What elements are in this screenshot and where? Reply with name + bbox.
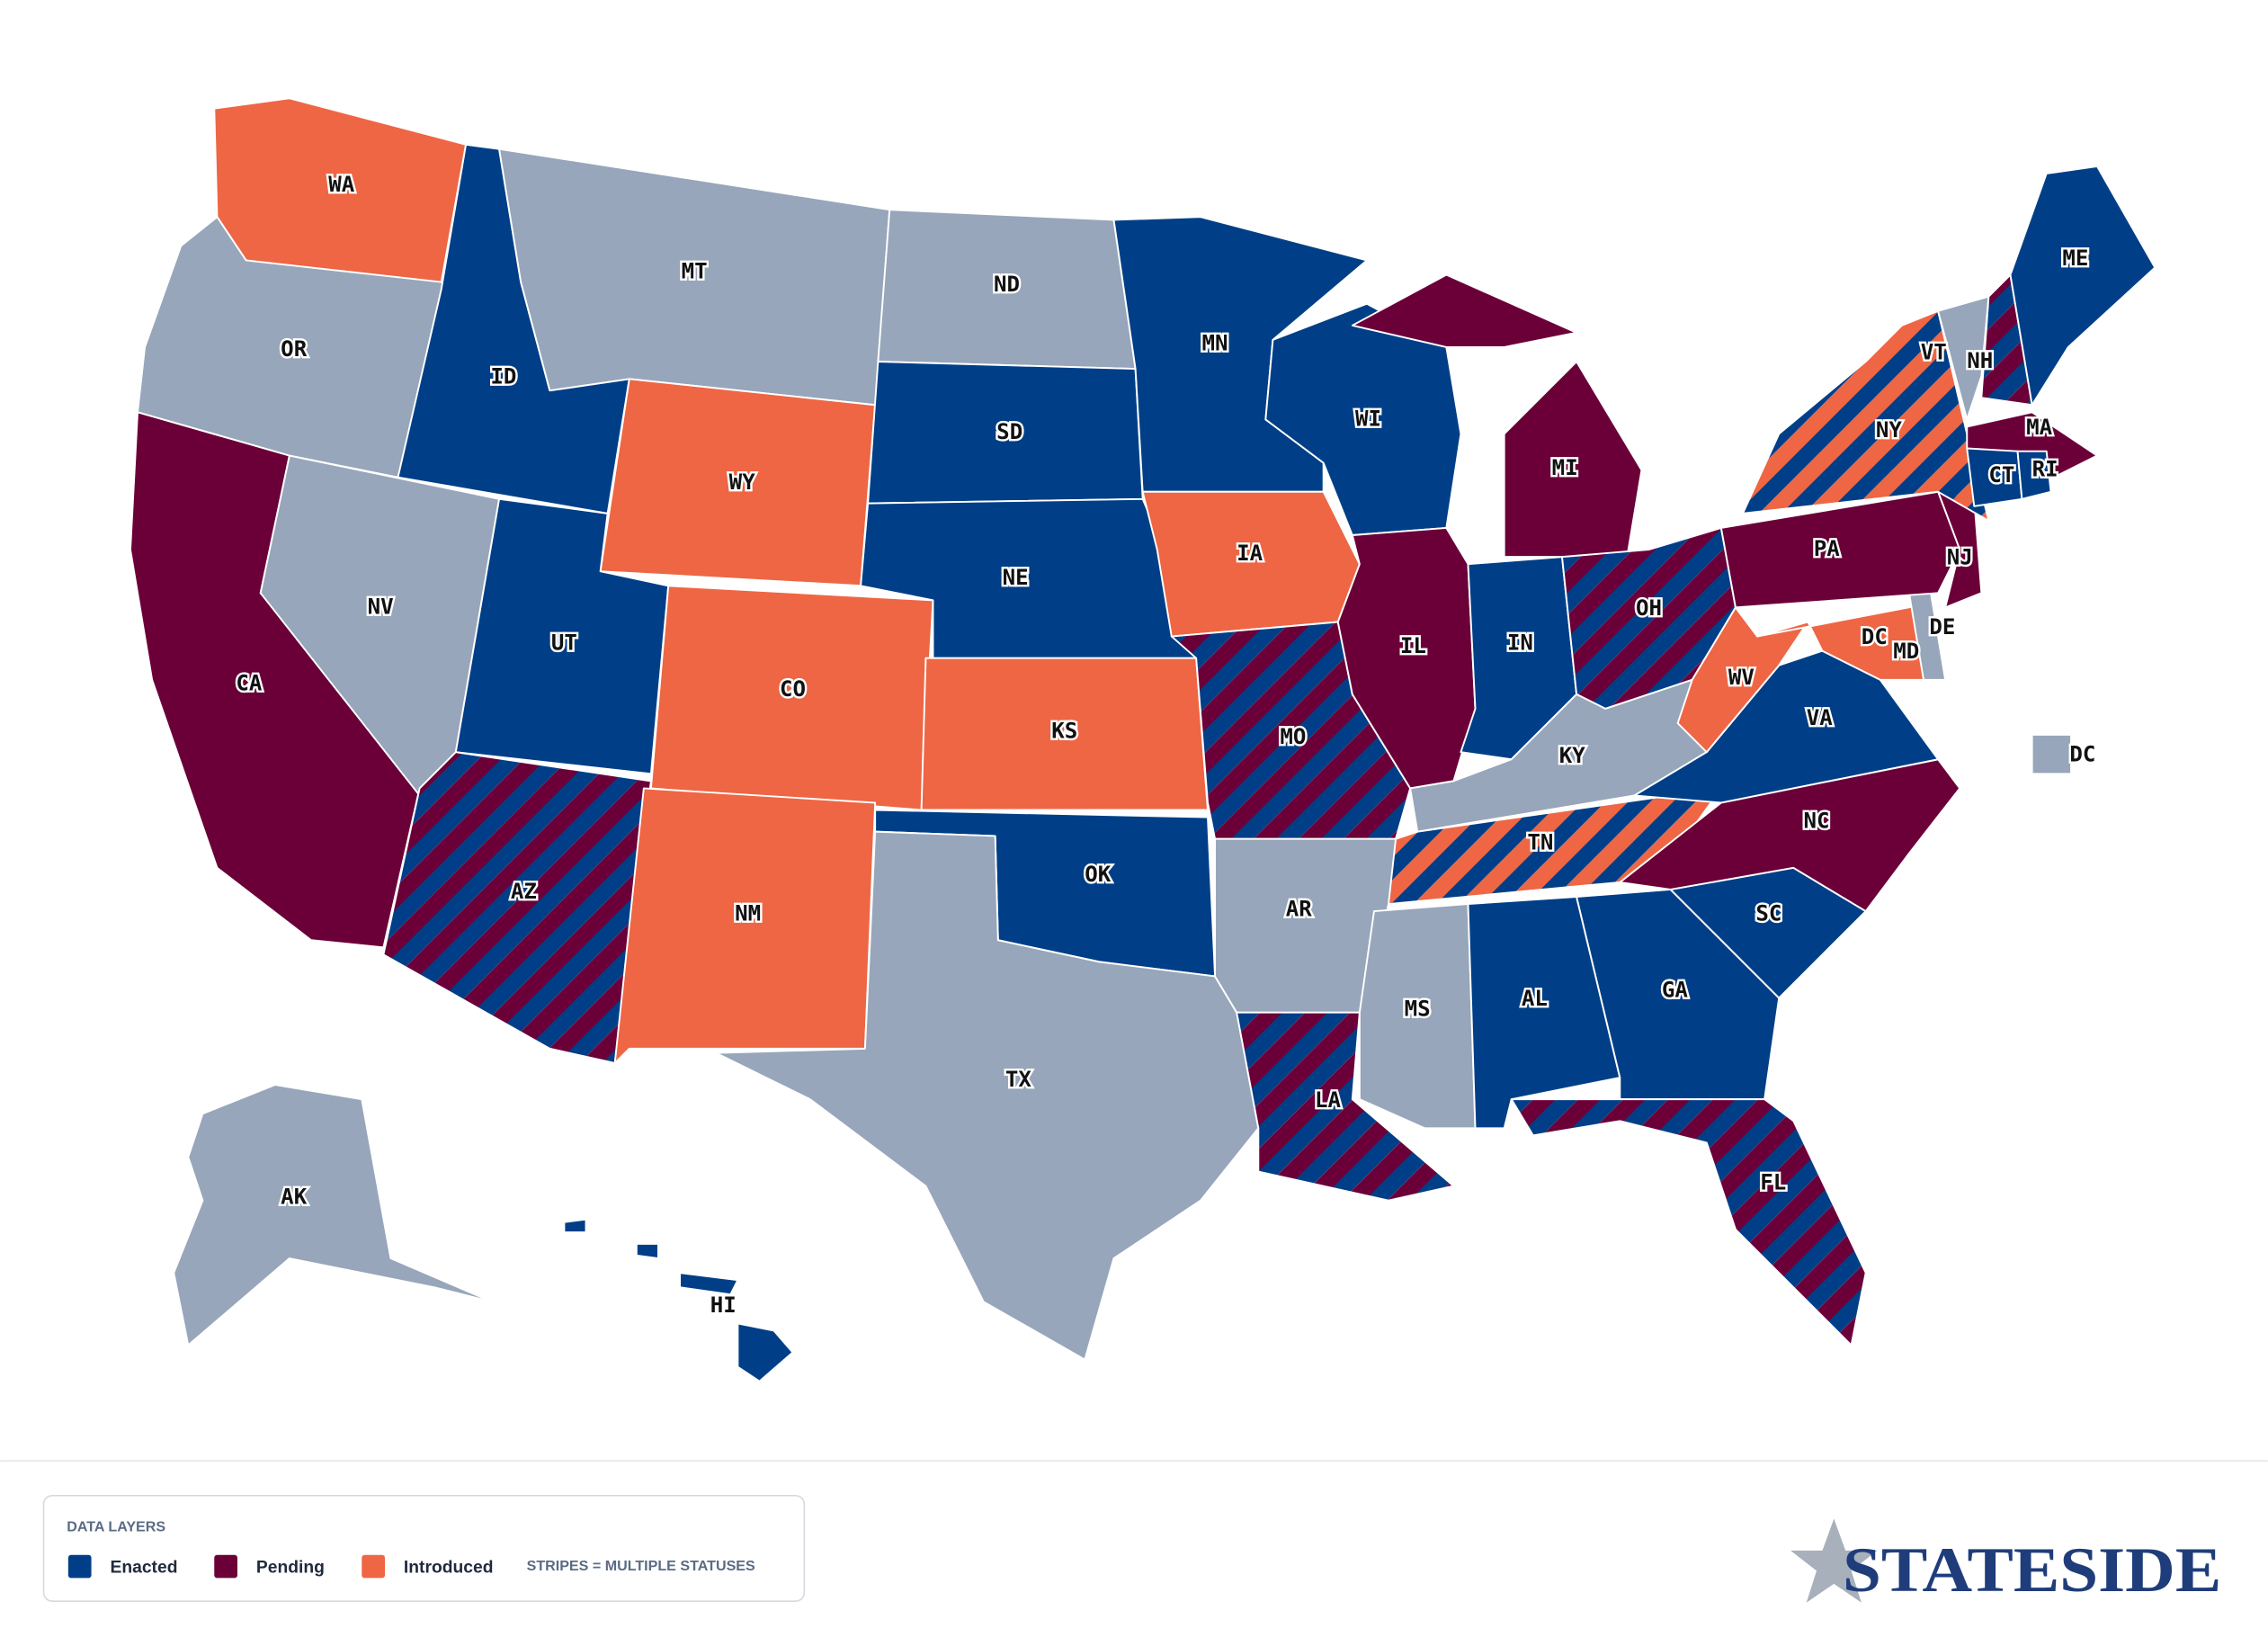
state [1966,411,2098,479]
legend-note: STRIPES = MULTIPLE STATUSES [527,1558,755,1574]
state-label: AK [281,1184,308,1209]
state-label: RI [2032,457,2058,482]
state [715,830,1260,1361]
state-label: HI [710,1293,737,1318]
state-label: NC [1804,808,1830,833]
state-label: GA [1662,978,1689,1003]
state-label: VA [1807,705,1834,730]
state-label: AZ [511,879,537,904]
state-label: MD [1893,639,1919,664]
state-label: CO [780,676,806,702]
legend-swatch [214,1554,237,1579]
state [173,1084,493,1346]
state [1351,273,1643,559]
state [1236,1011,1455,1202]
state-label: MA [2026,415,2053,440]
state-label: DC [1862,624,1888,649]
state-label: MN [1202,331,1228,356]
state-label: WI [1355,406,1381,431]
states-layer [129,97,2156,1382]
state-label: DE [1929,614,1955,640]
state-label: ID [490,364,516,389]
state-label: NH [1967,348,1993,373]
state-label: OK [1085,862,1112,887]
state [1719,490,1961,609]
state-label: NY [1876,417,1903,443]
state-label: NE [1003,565,1029,590]
legend-label: Enacted [110,1558,177,1577]
state [382,751,652,1064]
state [1510,1098,1867,1346]
legend-title: DATA LAYERS [67,1518,165,1534]
legend-label: Pending [256,1558,325,1577]
legend: Enacted Pending Introduced [67,1554,494,1579]
state-label: SC [1755,900,1781,926]
state-label: ND [994,272,1020,297]
state [920,657,1209,811]
state-label: MS [1405,996,1431,1021]
state-label: MO [1280,724,1306,749]
state-label: PA [1814,536,1841,561]
state-label: MT [682,258,708,283]
state [1937,295,1990,421]
legend-label: Introduced [404,1558,494,1577]
logo-star [1790,1518,1878,1603]
state-label: IA [1237,541,1263,566]
state-label: CT [1988,462,2014,488]
state-label: FL [1760,1169,1786,1194]
state-label: VT [1921,339,1947,364]
state-label: WA [328,172,355,197]
state-label: SD [996,419,1022,444]
state-label: ME [2062,246,2088,271]
state [613,787,877,1064]
state-label: IL [1400,633,1426,658]
state-label: TN [1527,830,1553,855]
state-label: CA [236,671,263,696]
state-label: MI [1552,455,1578,480]
state-label: LA [1315,1087,1342,1113]
state-label: KY [1559,743,1586,768]
state-label: KS [1051,719,1077,744]
state-label: UT [551,631,577,656]
state-label: NM [735,900,761,926]
state-label: WY [729,470,756,495]
state [2009,165,2156,407]
state-label: OH [1636,595,1662,621]
state-label: AL [1522,986,1548,1011]
legend-box [42,1494,806,1602]
labels-layer: WA OR CA ID NV MT WY UT AZ CO NM ND SD NE KS OK TX MN IA MO… [234,169,2098,1319]
state-label: DC [2069,741,2095,766]
state-label: WV [1728,665,1755,690]
state-label: OR [281,336,308,362]
state-label: IN [1507,631,1533,656]
state-label: NJ [1947,545,1973,570]
state [2016,450,2052,500]
state-label: NV [368,594,394,619]
state [1676,606,1809,754]
state [563,1218,794,1382]
state-label: AR [1286,896,1313,921]
state-label: TX [1005,1067,1032,1092]
legend-swatch [67,1554,92,1579]
legend-swatch [362,1554,386,1579]
logo: STATESIDE [1843,1535,2221,1606]
state [2031,733,2073,775]
